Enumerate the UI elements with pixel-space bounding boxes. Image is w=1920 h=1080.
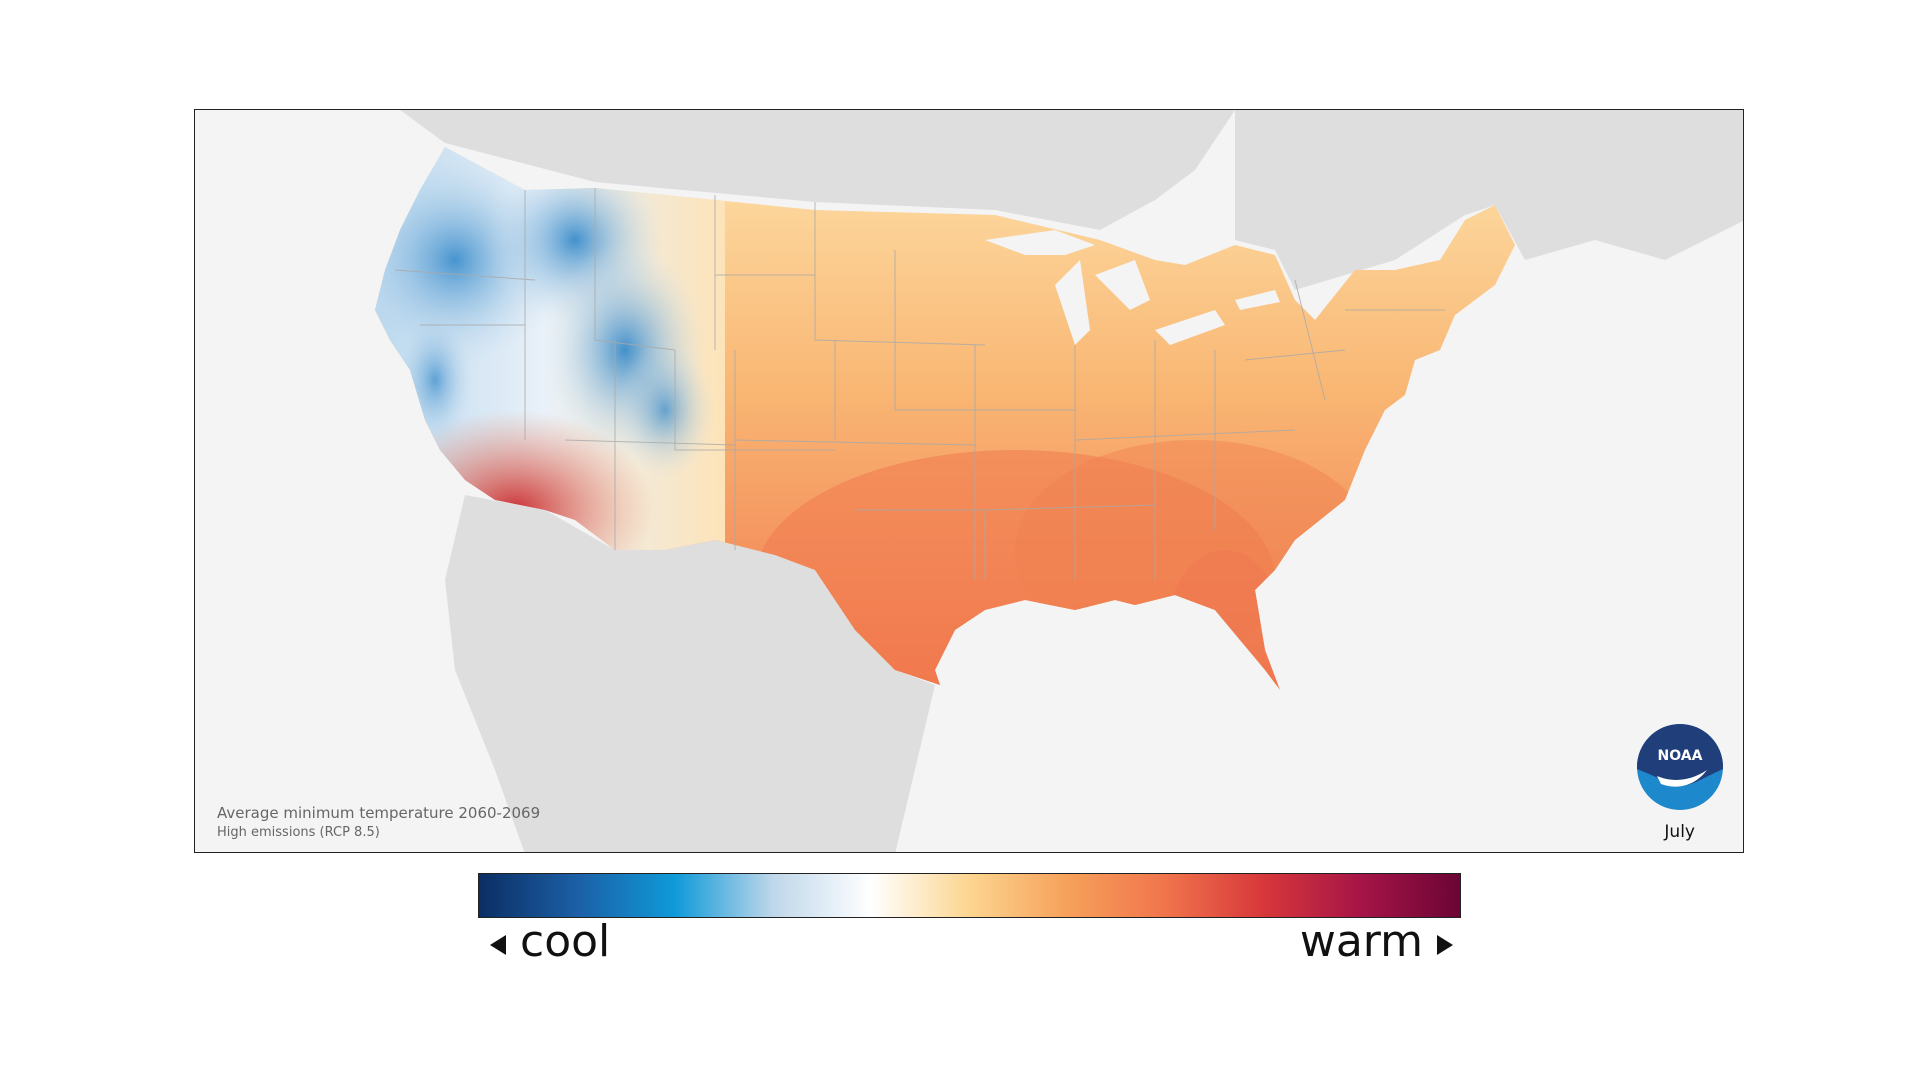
great-lakes [985, 230, 1280, 345]
canada-east-landmass [1235, 110, 1743, 290]
mexico-landmass [445, 495, 935, 852]
color-scale-bar [478, 873, 1461, 918]
state-borders [394, 188, 1445, 580]
legend-cool-label: cool [520, 916, 611, 967]
month-label: July [1664, 822, 1695, 842]
map-caption-subtitle: High emissions (RCP 8.5) [217, 825, 380, 840]
noaa-logo-text: NOAA [1658, 748, 1703, 764]
legend-cool: cool [490, 916, 610, 967]
arrow-left-icon [490, 934, 506, 955]
arrow-right-icon [1437, 934, 1453, 955]
noaa-logo: NOAA [1637, 724, 1723, 810]
canada-landmass [400, 110, 1235, 230]
legend-warm: warm [1300, 916, 1453, 967]
legend-warm-label: warm [1299, 916, 1423, 967]
map-panel: Average minimum temperature 2060-2069 Hi… [194, 109, 1744, 853]
temperature-map [375, 110, 1743, 852]
map-caption-title: Average minimum temperature 2060-2069 [217, 804, 541, 822]
